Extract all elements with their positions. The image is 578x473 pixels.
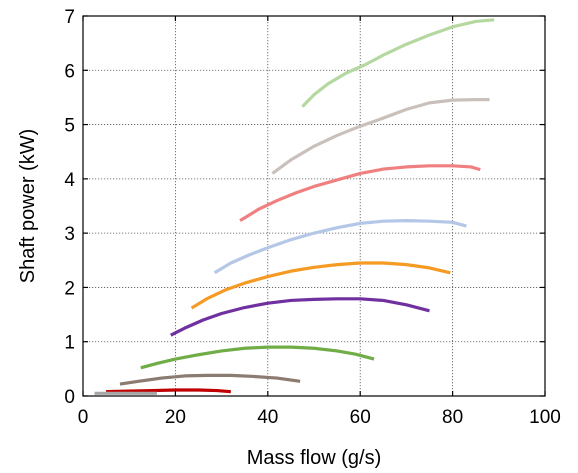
series-line-4 xyxy=(170,297,430,337)
x-tick-label: 80 xyxy=(442,407,463,428)
series-line-9 xyxy=(301,18,495,108)
y-tick-label: 1 xyxy=(64,333,75,354)
y-tick-label: 3 xyxy=(64,224,75,245)
x-tick-label: 60 xyxy=(350,407,371,428)
series-line-3 xyxy=(140,345,375,370)
y-tick-label: 5 xyxy=(64,116,75,137)
x-tick-label: 0 xyxy=(78,407,89,428)
y-tick-labels: 0 1 2 3 4 5 6 7 xyxy=(64,7,75,408)
series-layer xyxy=(94,18,495,395)
y-axis-label: Shaft power (kW) xyxy=(17,129,39,283)
y-tick-label: 7 xyxy=(64,7,75,28)
x-tick-label: 20 xyxy=(165,407,186,428)
grid xyxy=(83,16,545,396)
series-line-7 xyxy=(239,164,481,223)
y-tick-label: 0 xyxy=(64,387,75,408)
series-line-2 xyxy=(119,373,301,386)
plot-frame xyxy=(82,15,546,397)
series-line-5 xyxy=(190,261,451,310)
x-axis-label: Mass flow (g/s) xyxy=(247,447,381,469)
x-tick-labels: 0 20 40 60 80 100 xyxy=(78,407,561,428)
y-tick-label: 2 xyxy=(64,278,75,299)
y-tick-label: 6 xyxy=(64,61,75,82)
y-tick-label: 4 xyxy=(64,170,75,191)
series-line-6 xyxy=(213,219,467,275)
series-line-8 xyxy=(271,98,490,175)
tick-marks xyxy=(82,15,546,397)
x-tick-label: 100 xyxy=(529,407,561,428)
x-tick-label: 40 xyxy=(257,407,278,428)
series-line-1 xyxy=(106,388,231,394)
